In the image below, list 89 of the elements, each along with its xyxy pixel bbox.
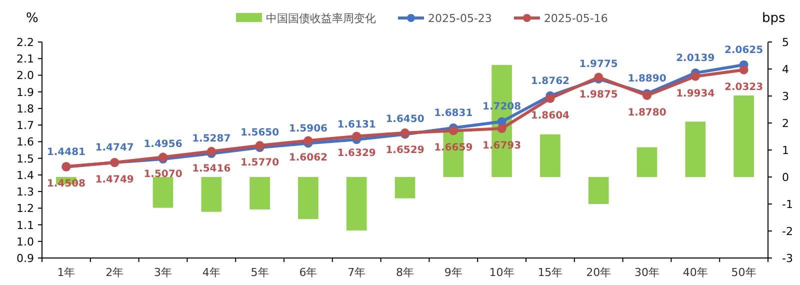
x-tick-label: 5年 bbox=[250, 266, 269, 279]
data-label: 2.0139 bbox=[676, 52, 715, 64]
point bbox=[690, 72, 700, 81]
bar bbox=[394, 177, 416, 198]
point bbox=[206, 146, 216, 156]
y2-tick-label: -1 bbox=[782, 198, 793, 211]
y-tick-label: 0.9 bbox=[16, 252, 34, 265]
y-tick-label: 1.1 bbox=[16, 218, 34, 232]
data-label: 1.4508 bbox=[46, 178, 86, 190]
y-tick-label: 1.0 bbox=[16, 235, 34, 248]
data-label: 1.5287 bbox=[192, 134, 231, 145]
legend-label: 2025-05-23 bbox=[428, 12, 492, 25]
data-label: 1.5770 bbox=[240, 158, 280, 169]
bar bbox=[588, 177, 609, 204]
data-label: 1.9775 bbox=[579, 58, 618, 70]
y-tick-label: 1.3 bbox=[16, 186, 34, 199]
x-tick-label: 2年 bbox=[106, 266, 124, 279]
data-label: 1.9875 bbox=[579, 89, 618, 100]
data-label: 1.4956 bbox=[144, 139, 182, 150]
point bbox=[497, 124, 506, 134]
y-tick-label: 2.2 bbox=[16, 36, 34, 49]
y-axis-title: % bbox=[26, 11, 38, 26]
x-tick-label: 6年 bbox=[299, 266, 318, 279]
data-label: 2.0625 bbox=[724, 44, 764, 56]
bar bbox=[636, 147, 658, 177]
data-label: 1.5650 bbox=[240, 128, 280, 139]
x-tick-label: 7年 bbox=[348, 266, 366, 279]
data-label: 1.8604 bbox=[530, 110, 570, 122]
data-label: 1.5070 bbox=[144, 169, 182, 180]
data-label: 1.6450 bbox=[386, 114, 424, 126]
y-tick-label: 1.7 bbox=[16, 119, 34, 132]
bar bbox=[298, 177, 318, 220]
y-tick-label: 1.5 bbox=[16, 152, 34, 166]
x-tick-label: 50年 bbox=[731, 266, 756, 279]
x-tick-label: 40年 bbox=[682, 266, 708, 279]
data-label: 1.6529 bbox=[386, 144, 424, 156]
x-tick-label: 9年 bbox=[444, 266, 462, 279]
point bbox=[304, 136, 313, 146]
data-label: 1.4481 bbox=[46, 146, 86, 158]
y2-tick-label: -2 bbox=[782, 225, 793, 238]
y2-tick-label: 3 bbox=[782, 90, 789, 103]
point bbox=[352, 132, 362, 141]
data-label: 1.6062 bbox=[288, 152, 328, 164]
x-tick-label: 15年 bbox=[538, 266, 563, 279]
data-label: 1.8890 bbox=[628, 74, 666, 85]
x-tick-label: 3年 bbox=[154, 266, 172, 279]
y2-axis-title: bps bbox=[762, 11, 786, 26]
x-tick-label: 1年 bbox=[57, 266, 76, 279]
point bbox=[448, 126, 458, 136]
bar bbox=[540, 134, 560, 177]
data-label: 1.6131 bbox=[337, 120, 376, 131]
y2-tick-label: 0 bbox=[782, 171, 789, 184]
y2-tick-label: 1 bbox=[782, 144, 789, 157]
point bbox=[546, 94, 555, 103]
y-tick-label: 1.9 bbox=[16, 86, 34, 99]
data-label: 1.8780 bbox=[628, 108, 666, 118]
bar bbox=[346, 177, 367, 230]
data-label: 1.5416 bbox=[192, 163, 231, 174]
data-label: 1.8762 bbox=[530, 76, 570, 87]
bar bbox=[685, 122, 706, 177]
x-tick-label: 10年 bbox=[489, 266, 514, 279]
data-label: 1.6831 bbox=[434, 108, 473, 119]
point bbox=[739, 65, 748, 74]
y-tick-label: 2.0 bbox=[16, 69, 34, 82]
x-tick-label: 4年 bbox=[202, 266, 220, 279]
legend-label: 中国国债收益率周变化 bbox=[266, 12, 376, 25]
bar bbox=[250, 177, 270, 210]
bar bbox=[734, 95, 754, 177]
y2-tick-label: 2 bbox=[782, 117, 789, 130]
data-label: 1.5906 bbox=[288, 123, 328, 134]
y2-tick-label: -3 bbox=[782, 252, 793, 265]
y-tick-label: 1.8 bbox=[16, 102, 34, 116]
data-label: 1.9934 bbox=[676, 88, 715, 100]
y-tick-label: 2.1 bbox=[16, 52, 34, 66]
legend-label: 2025-05-16 bbox=[544, 12, 608, 25]
bar bbox=[152, 177, 174, 208]
bar bbox=[201, 177, 222, 212]
x-tick-label: 20年 bbox=[586, 266, 612, 279]
y-tick-label: 1.6 bbox=[16, 136, 34, 149]
y2-tick-label: 4 bbox=[782, 63, 789, 76]
data-label: 1.4747 bbox=[95, 142, 134, 154]
data-label: 1.6329 bbox=[337, 148, 376, 160]
data-label: 1.4749 bbox=[95, 174, 134, 186]
y2-tick-label: 5 bbox=[782, 36, 789, 49]
x-tick-label: 8年 bbox=[396, 266, 414, 279]
y-tick-label: 1.2 bbox=[16, 202, 34, 216]
y-tick-label: 1.4 bbox=[16, 168, 34, 182]
x-tick-label: 30年 bbox=[634, 266, 660, 279]
data-label: 2.0323 bbox=[724, 82, 764, 93]
